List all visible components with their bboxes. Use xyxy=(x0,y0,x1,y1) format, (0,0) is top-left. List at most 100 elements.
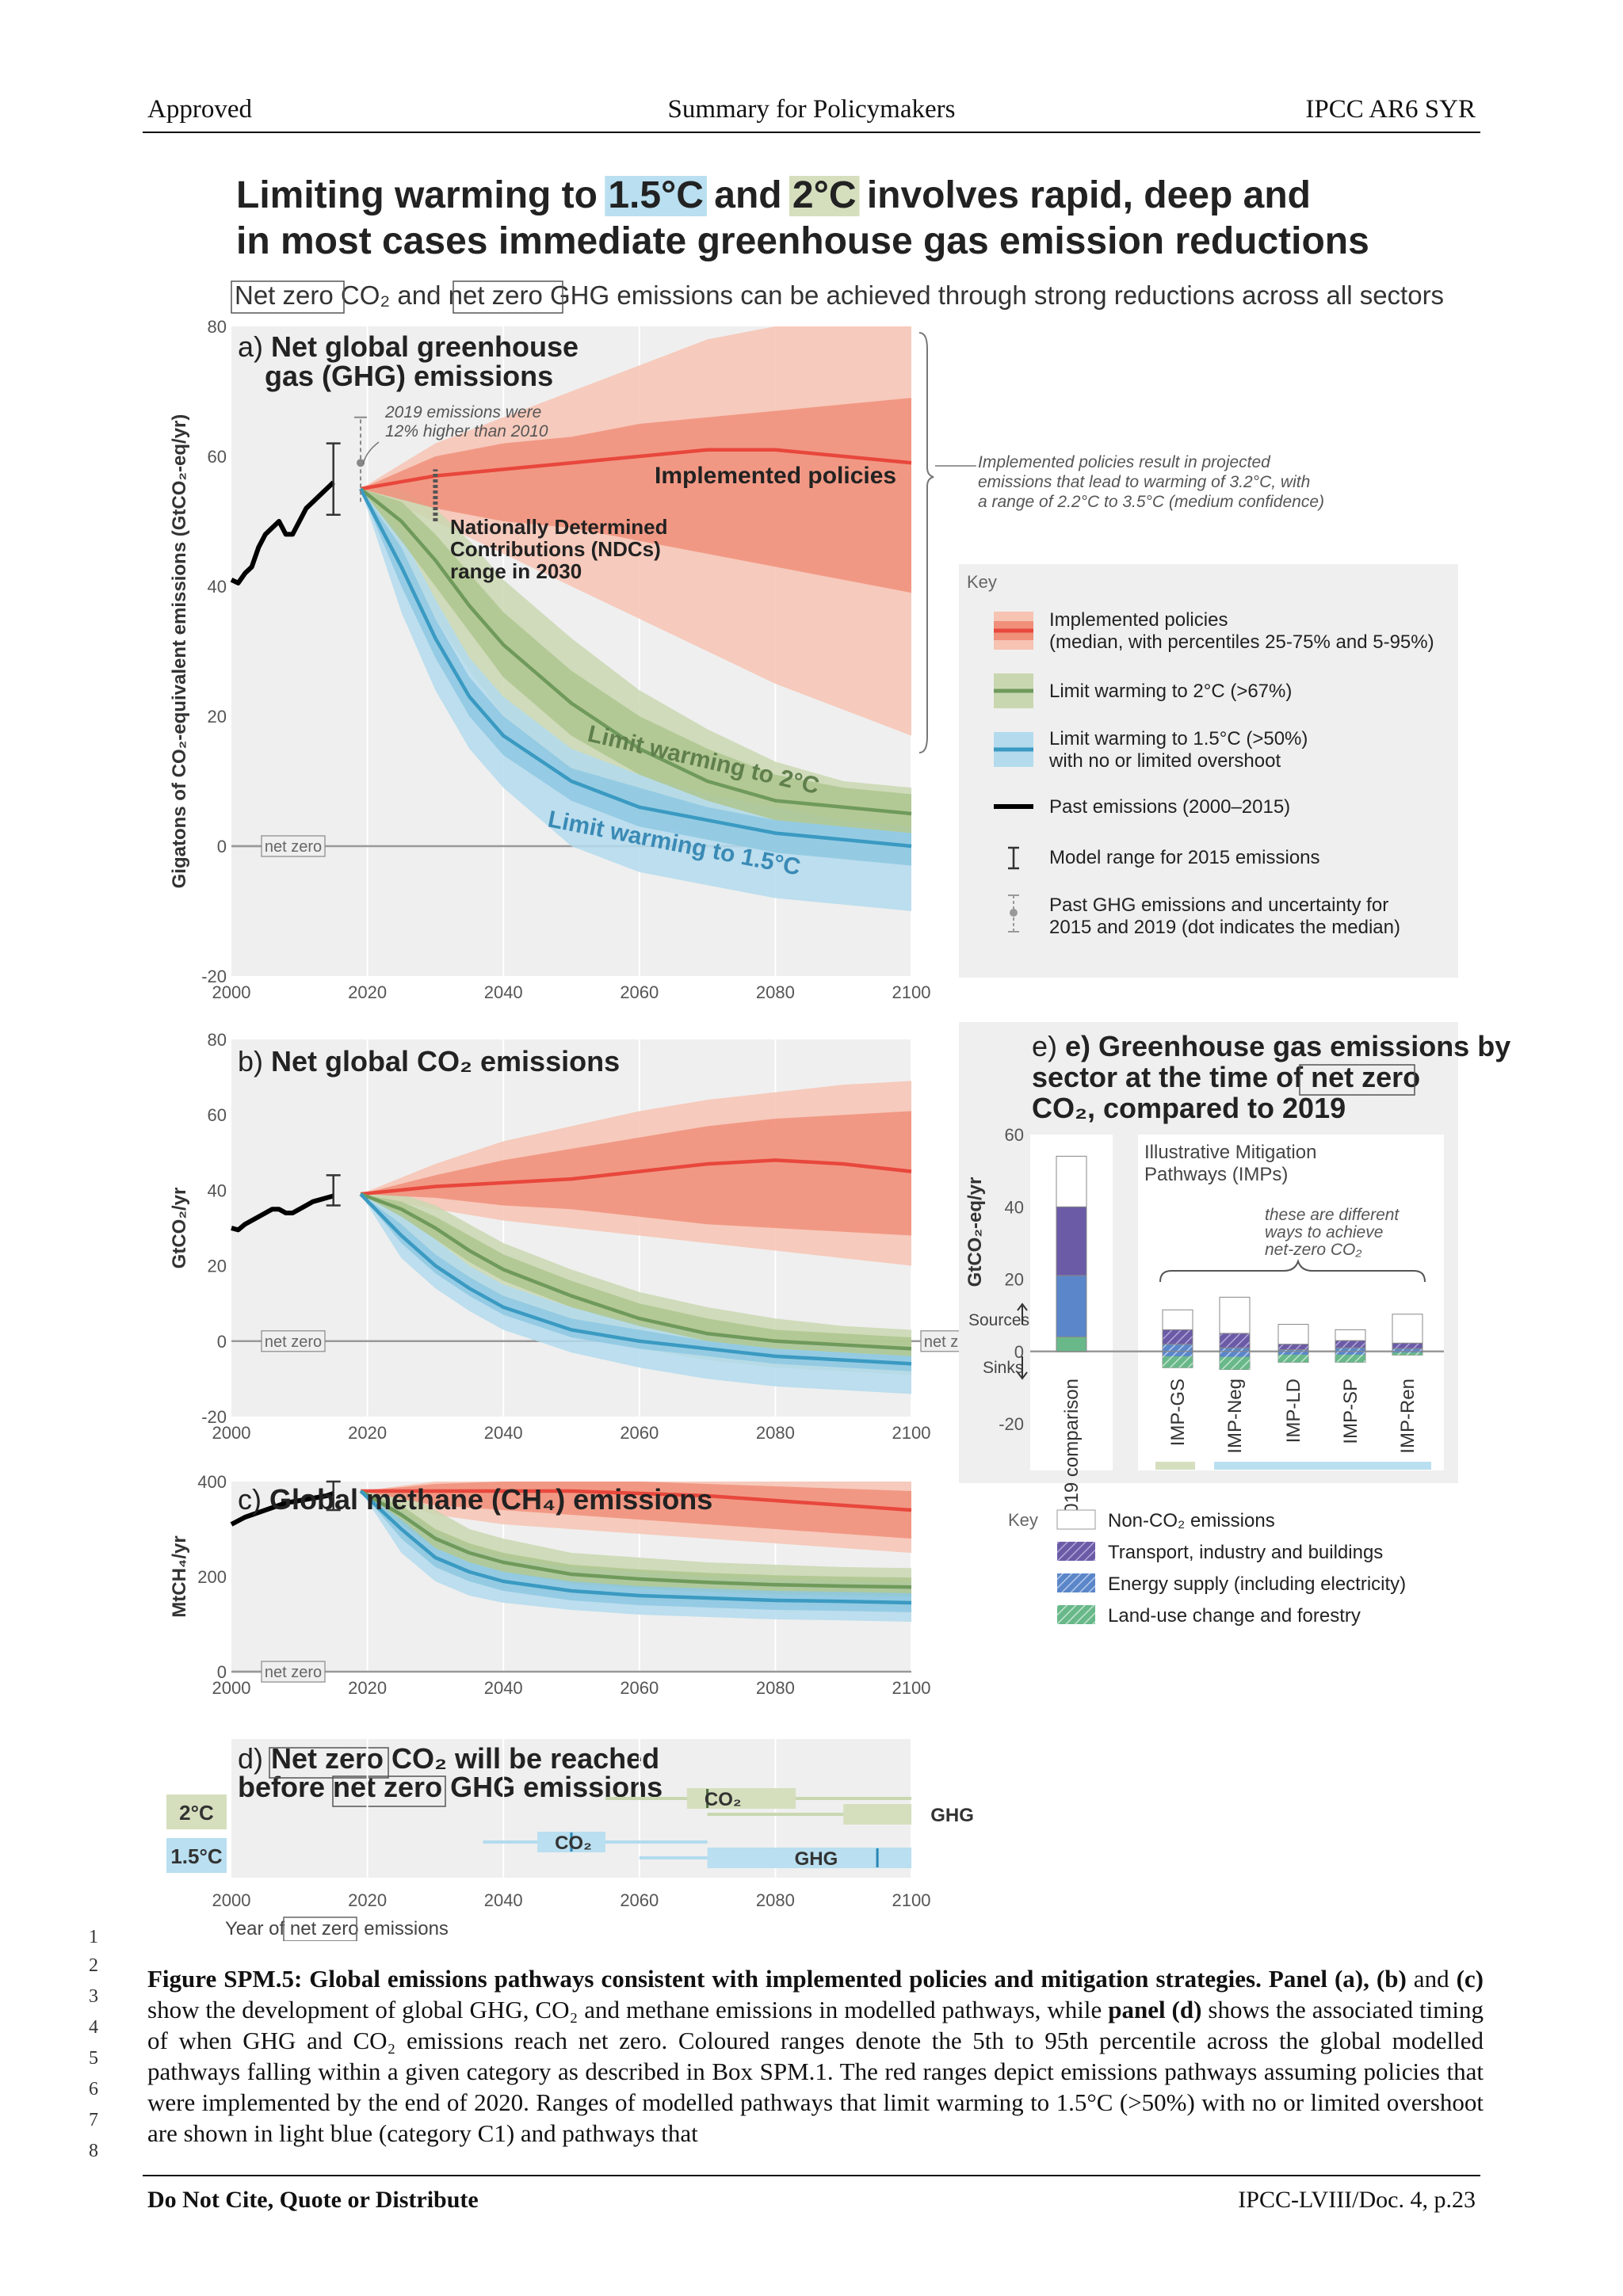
x-tick-label: 2020 xyxy=(348,1423,387,1443)
side-annot-1: Implemented policies result in projected xyxy=(978,453,1271,471)
category-label: 2019 comparison xyxy=(1061,1379,1083,1524)
imp-2c-bar xyxy=(1155,1462,1195,1470)
annot-ndc-2: Contributions (NDCs) xyxy=(450,537,661,561)
bar-segment xyxy=(1392,1342,1423,1349)
title-2c-highlight xyxy=(789,176,860,216)
panel-b-title: b) Net global CO₂ emissions xyxy=(238,1045,620,1077)
bar-sink-landuse xyxy=(1278,1354,1308,1363)
implemented-median-line xyxy=(360,1158,912,1196)
panel-e-title-2: sector at the time of net zero xyxy=(1032,1061,1420,1093)
subtitle-box-1 xyxy=(231,280,345,314)
caption-text-3: shows the associated timing of when GHG … xyxy=(147,1996,1484,2147)
side-annot-3: a range of 2.2°C to 3.5°C (medium confid… xyxy=(978,493,1324,511)
footer-rule xyxy=(143,2175,1480,2176)
past-emissions-line xyxy=(230,480,335,585)
bar-label: GHG xyxy=(930,1805,974,1826)
net-zero-label: net zero xyxy=(265,1333,322,1351)
net-zero-box xyxy=(261,1661,326,1683)
x-tick-label: 2020 xyxy=(348,1890,387,1910)
y-axis-label: GtCO₂/yr xyxy=(169,1188,190,1269)
panel-e-ylabel: GtCO₂-eq/yr xyxy=(964,1177,986,1287)
bar-segment xyxy=(1392,1314,1423,1344)
key-a-title: Key xyxy=(967,572,997,592)
line-number: 4 xyxy=(89,2017,98,2038)
y-tick-label: 20 xyxy=(1005,1270,1024,1290)
net-zero-label: net zero xyxy=(265,1664,322,1681)
x-tick-label: 2100 xyxy=(892,982,931,1002)
limit-2c-band-25-75 xyxy=(361,489,911,833)
imp-note-2: ways to achieve xyxy=(1265,1223,1383,1241)
limit-2c-median-line xyxy=(359,487,912,816)
limit-2c-band-5-95 xyxy=(361,489,911,866)
bar-segment xyxy=(1392,1348,1423,1352)
panel-d-nz-box-2 xyxy=(332,1775,446,1807)
key-past-label: Past emissions (2000–2015) xyxy=(1049,796,1290,818)
bar-sink-landuse xyxy=(1392,1352,1423,1356)
x-tick-label: 2020 xyxy=(348,1678,387,1698)
subtitle-box-2 xyxy=(453,280,563,314)
title-line-2: in most cases immediate greenhouse gas e… xyxy=(236,220,1369,262)
key-a: Key Implemented policies (median, with p… xyxy=(959,564,1458,978)
y-tick-label: 40 xyxy=(208,1180,227,1200)
panel-d-nz-box-1 xyxy=(269,1747,389,1779)
sources-arrow-icon xyxy=(1017,1302,1028,1325)
y-axis-label: Gigatons of CO₂-equivalent emissions (Gt… xyxy=(169,414,190,889)
caption-bold-1: Figure SPM.5: Global emissions pathways … xyxy=(147,1965,1407,1993)
y-tick-label: 80 xyxy=(208,317,227,337)
x-tick-label: 2100 xyxy=(892,1423,931,1443)
annot-2019-2: 12% higher than 2010 xyxy=(385,422,548,441)
side-annot-2: emissions that lead to warming of 3.2°C,… xyxy=(978,473,1310,491)
subtitle-nz2: net zero xyxy=(449,280,543,310)
key-model-range-icon xyxy=(1008,846,1019,870)
caption-text-2: show the development of global GHG, CO₂ … xyxy=(147,1996,1109,2023)
x-tick-label: 2000 xyxy=(212,982,251,1002)
footer-right: IPCC-LVIII/Doc. 4, p.23 xyxy=(1238,2187,1476,2213)
panel-d-xlabel: Year of net zero emissions xyxy=(225,1918,449,1939)
key-2c-label: Limit warming to 2°C (>67%) xyxy=(1049,681,1292,702)
limit-2c-band-25-75 xyxy=(361,1491,911,1597)
y-tick-label: -20 xyxy=(201,1407,227,1427)
panel-a-title-1: a) Net global greenhouse xyxy=(238,330,579,363)
annot-implemented: Implemented policies xyxy=(655,463,896,489)
key-e-label-transport: Transport, industry and buildings xyxy=(1108,1542,1383,1563)
net-zero-box xyxy=(261,835,326,857)
line-number: 6 xyxy=(89,2079,98,2100)
y-tick-label: 40 xyxy=(208,577,227,597)
x-tick-label: 2080 xyxy=(756,982,795,1002)
imp-title-2: Pathways (IMPs) xyxy=(1144,1164,1288,1185)
x-tick-label: 2040 xyxy=(484,1678,523,1698)
title-part-2: and xyxy=(704,174,792,216)
median-2019-dot xyxy=(357,459,365,467)
y-tick-label: 0 xyxy=(217,1332,227,1352)
y-tick-label: 60 xyxy=(208,1105,227,1125)
key-impl-label-2: (median, with percentiles 25-75% and 5-9… xyxy=(1049,631,1434,653)
svg-text:Limiting warming to 1.5°C and: Limiting warming to 1.5°C and 2°C involv… xyxy=(236,174,1311,216)
x-tick-label: 2000 xyxy=(212,1423,251,1443)
x-tick-label: 2060 xyxy=(620,1423,659,1443)
key-e-label-energy: Energy supply (including electricity) xyxy=(1108,1573,1406,1595)
y-tick-label: 60 xyxy=(1005,1125,1024,1145)
implemented-median-line xyxy=(360,448,912,491)
implemented-band-25-75 xyxy=(361,1482,911,1539)
x-tick-label: 2040 xyxy=(484,982,523,1002)
line-number: 7 xyxy=(89,2110,98,2130)
annot-2019-arrow xyxy=(362,441,380,465)
annot-ndc-3: range in 2030 xyxy=(450,559,582,583)
row-15c-tag xyxy=(166,1838,227,1873)
limit-2c-median-line xyxy=(359,1489,912,1589)
x-tick-label: 2020 xyxy=(348,982,387,1002)
category-label: IMP-GS xyxy=(1167,1379,1189,1446)
bar-label: GHG xyxy=(795,1848,838,1870)
key-uncertainty-icon xyxy=(1008,894,1019,933)
line-number: 2 xyxy=(89,1955,98,1976)
limit-15c-band-25-75 xyxy=(361,1194,911,1371)
key-e-title: Key xyxy=(1008,1510,1038,1530)
row-2c-tag xyxy=(166,1794,227,1829)
bar-segment xyxy=(1219,1333,1251,1348)
limit-2c-band-25-75 xyxy=(361,1194,911,1356)
y-tick-label: -20 xyxy=(201,967,227,986)
y-tick-label: 400 xyxy=(197,1472,227,1492)
y-tick-label: -20 xyxy=(999,1414,1024,1434)
key-a-bg xyxy=(959,564,1458,978)
